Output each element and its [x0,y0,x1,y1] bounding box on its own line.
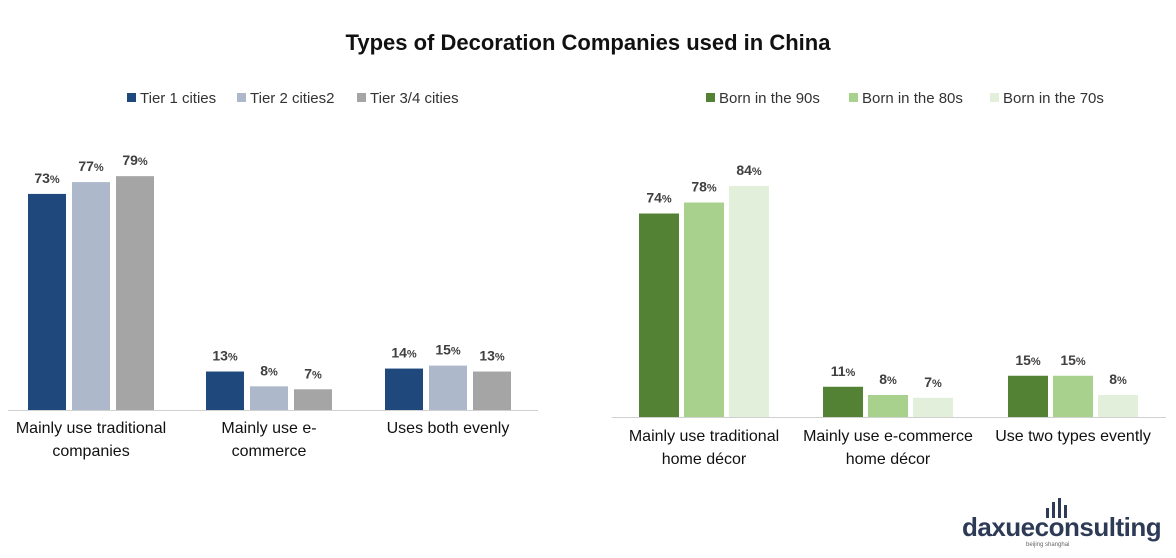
legend-swatch-0-1 [237,93,246,102]
data-label-0-1-2: 7% [304,365,322,381]
category-label-0-1-1: commerce [232,443,307,460]
data-label-1-0-2: 84% [736,162,762,178]
data-label-0-0-2: 79% [122,152,148,168]
chart-left: Tier 1 cities Tier 2 cities2 Tier 3/4 citi… [8,90,538,460]
svg-text:daxueconsulting: daxueconsulting [962,512,1161,542]
data-label-1-1-2: 7% [924,374,942,390]
legend-swatch-1-1 [849,93,858,102]
bar-1-0-0 [639,213,679,417]
legend-swatch-1-0 [706,93,715,102]
data-label-0-0-1: 77% [78,158,104,174]
data-label-0-1-1: 8% [260,362,278,378]
category-label-1-2-0: Use two types evently [995,428,1151,445]
bar-1-0-1 [684,202,724,417]
bar-1-2-0 [1008,375,1048,417]
legend-label-1-0: Born in the 90s [719,90,820,107]
legend-swatch-0-0 [127,93,136,102]
bar-0-1-1 [250,386,288,410]
data-label-0-2-2: 13% [479,348,505,364]
data-label-1-2-2: 8% [1109,371,1127,387]
data-label-1-1-0: 11% [831,363,856,379]
bar-0-0-2 [116,176,154,410]
legend-label-0-1: Tier 2 cities2 [250,90,334,107]
daxue-consulting-logo: daxueconsulting beijing shanghai [962,498,1162,548]
category-label-0-1-0: Mainly use e- [221,420,316,437]
chart-title: Types of Decoration Companies used in Ch… [345,30,831,55]
bar-0-1-0 [206,371,244,410]
category-label-1-1-0: Mainly use e-commerce [803,428,973,445]
data-label-1-2-1: 15% [1060,352,1086,368]
data-label-0-1-0: 13% [212,348,238,364]
bar-1-2-1 [1053,375,1093,417]
legend-swatch-1-2 [990,93,999,102]
bar-1-0-2 [729,186,769,417]
bar-0-2-0 [385,368,423,410]
legend-swatch-0-2 [357,93,366,102]
chart-right: Born in the 90s Born in the 80s Born in th… [612,90,1166,468]
bar-1-1-0 [823,386,863,417]
bar-0-0-1 [72,182,110,410]
legend-label-0-0: Tier 1 cities [140,90,216,107]
category-label-1-1-1: home décor [846,451,931,468]
category-label-1-0-1: home décor [662,451,747,468]
logo-brand-b: consulting [1035,512,1161,542]
bar-0-1-2 [294,389,332,410]
bar-1-2-2 [1098,395,1138,417]
legend-label-1-2: Born in the 70s [1003,90,1104,107]
bar-0-2-2 [473,371,511,410]
logo-brand-a: daxue [962,512,1035,542]
data-label-0-2-1: 15% [435,342,461,358]
category-label-1-0-0: Mainly use traditional [629,428,779,445]
data-label-0-2-0: 14% [391,345,417,361]
bar-1-1-1 [868,395,908,417]
bar-0-2-1 [429,365,467,410]
data-label-0-0-0: 73% [34,170,60,186]
logo-tagline: beijing shanghai [1026,542,1069,548]
category-label-0-0-0: Mainly use traditional [16,420,166,437]
bar-0-0-0 [28,193,66,410]
data-label-1-1-1: 8% [879,371,897,387]
data-label-1-2-0: 15% [1015,352,1041,368]
category-label-0-2-0: Uses both evenly [387,420,510,437]
legend-label-0-2: Tier 3/4 cities [370,90,459,107]
bar-1-1-2 [913,397,953,417]
data-label-1-0-0: 74% [646,190,672,206]
data-label-1-0-1: 78% [691,179,717,195]
legend-label-1-1: Born in the 80s [862,90,963,107]
category-label-0-0-1: companies [52,443,129,460]
